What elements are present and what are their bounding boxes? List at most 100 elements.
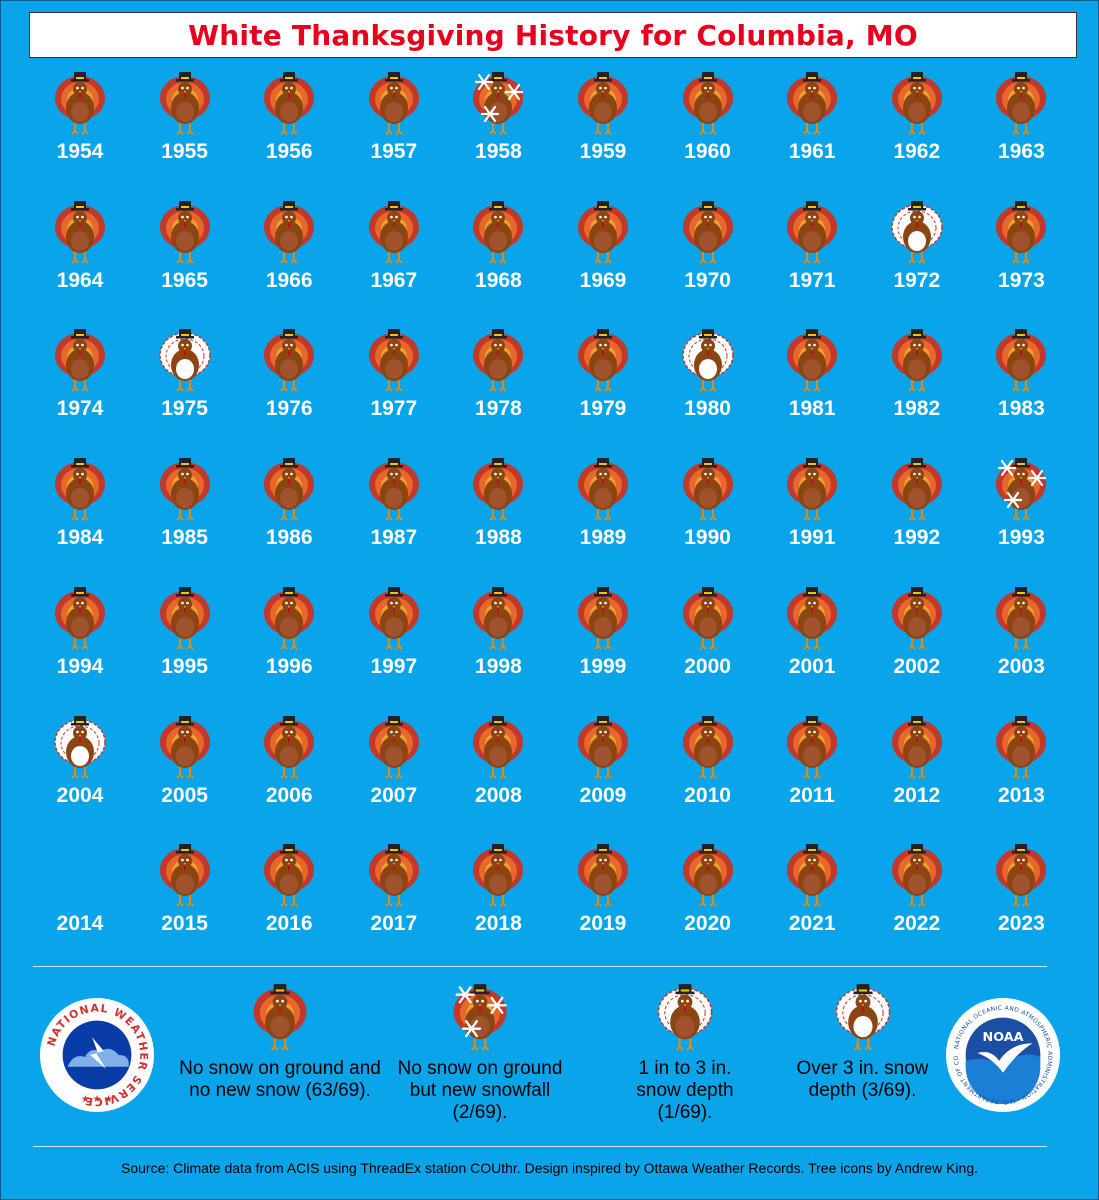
year-label: 2002 xyxy=(893,654,941,678)
year-cell-1975: 1975 xyxy=(133,327,237,447)
year-label: 1976 xyxy=(265,397,313,421)
year-label: 1956 xyxy=(265,140,313,163)
year-label: 2016 xyxy=(265,912,313,936)
year-label: 2011 xyxy=(789,783,835,807)
legend-turkey-icon xyxy=(615,982,755,1052)
year-label: 1993 xyxy=(998,526,1045,550)
year-cell-1956: 1956 xyxy=(237,70,341,190)
year-cell-2018: 2018 xyxy=(446,842,550,962)
year-label: 2001 xyxy=(788,654,836,678)
year-cell-1958: 1958 xyxy=(446,70,550,190)
year-label: 1996 xyxy=(265,654,313,678)
year-label: 1997 xyxy=(370,654,418,678)
year-cell-1964: 1964 xyxy=(28,199,132,319)
year-label: 2006 xyxy=(265,783,313,807)
legend-turkey-icon xyxy=(795,982,930,1052)
year-label: 2022 xyxy=(893,912,941,936)
year-label: 1957 xyxy=(370,140,418,163)
year-cell-1966: 1966 xyxy=(237,199,341,319)
year-cell-2014: 2014 xyxy=(28,842,132,962)
year-label: 1968 xyxy=(475,268,522,292)
source-note: Source: Climate data from ACIS using Thr… xyxy=(121,1160,978,1176)
year-cell-1962: 1962 xyxy=(865,70,969,190)
year-cell-2011: 2011 xyxy=(760,714,864,834)
legend-item-deep: Over 3 in. snow depth (3/69). xyxy=(795,982,930,1102)
noaa-logo: NOAA NATIONAL OCEANIC AND ATMOSPHERIC AD… xyxy=(944,996,1061,1113)
year-cell-1959: 1959 xyxy=(551,70,655,190)
year-label: 1965 xyxy=(161,268,208,292)
year-cell-1988: 1988 xyxy=(446,456,550,576)
year-label: 2012 xyxy=(893,783,941,807)
year-label: 2015 xyxy=(161,912,208,936)
year-label: 1992 xyxy=(893,526,941,550)
year-label: 2009 xyxy=(579,783,627,807)
year-label: 1963 xyxy=(998,140,1045,163)
year-cell-1991: 1991 xyxy=(760,456,864,576)
year-cell-2001: 2001 xyxy=(760,585,864,705)
year-label: 2017 xyxy=(370,912,418,936)
year-cell-1963: 1963 xyxy=(969,70,1073,190)
legend-item-flakes: No snow on ground but new snowfall (2/69… xyxy=(390,982,570,1124)
year-cell-1978: 1978 xyxy=(446,327,550,447)
year-cell-2022: 2022 xyxy=(865,842,969,962)
year-label: 2021 xyxy=(788,912,836,936)
year-label: 1999 xyxy=(579,654,627,678)
year-cell-1994: 1994 xyxy=(28,585,132,705)
year-label: 1994 xyxy=(56,654,104,678)
year-label: 1971 xyxy=(788,268,836,292)
year-cell-1977: 1977 xyxy=(342,327,446,447)
year-label: 1995 xyxy=(161,654,208,678)
year-label: 2000 xyxy=(684,654,731,678)
year-cell-1984: 1984 xyxy=(28,456,132,576)
year-label: 1982 xyxy=(893,397,941,421)
year-cell-1969: 1969 xyxy=(551,199,655,319)
year-label: 1955 xyxy=(161,140,208,163)
year-cell-1981: 1981 xyxy=(760,327,864,447)
year-cell-2006: 2006 xyxy=(237,714,341,834)
year-label: 1975 xyxy=(161,397,208,421)
year-label: 1972 xyxy=(893,268,941,292)
year-cell-2016: 2016 xyxy=(237,842,341,962)
legend-text: Over 3 in. snow depth (3/69). xyxy=(796,1058,929,1101)
year-label: 2020 xyxy=(684,912,731,936)
year-cell-1965: 1965 xyxy=(133,199,237,319)
year-cell-1997: 1997 xyxy=(342,585,446,705)
year-label: 1970 xyxy=(684,268,731,292)
year-cell-1968: 1968 xyxy=(446,199,550,319)
legend-turkey-icon xyxy=(390,982,570,1052)
year-cell-2017: 2017 xyxy=(342,842,446,962)
year-label: 1967 xyxy=(370,268,418,292)
year-label: 2007 xyxy=(370,783,418,807)
year-label: 1973 xyxy=(998,268,1045,292)
year-cell-2019: 2019 xyxy=(551,842,655,962)
year-cell-2020: 2020 xyxy=(656,842,760,962)
legend-text: No snow on ground and no new snow (63/69… xyxy=(179,1058,381,1101)
year-label: 2005 xyxy=(161,783,208,807)
year-label: 1978 xyxy=(475,397,522,421)
year-label: 2008 xyxy=(475,783,522,807)
year-cell-2003: 2003 xyxy=(969,585,1073,705)
year-cell-2008: 2008 xyxy=(446,714,550,834)
year-cell-2015: 2015 xyxy=(133,842,237,962)
divider-bottom xyxy=(33,1146,1047,1147)
year-cell-1985: 1985 xyxy=(133,456,237,576)
year-cell-1987: 1987 xyxy=(342,456,446,576)
year-label: 1989 xyxy=(579,526,627,550)
year-cell-2021: 2021 xyxy=(760,842,864,962)
title-box: White Thanksgiving History for Columbia,… xyxy=(29,12,1077,58)
page-title: White Thanksgiving History for Columbia,… xyxy=(188,18,918,52)
year-cell-1982: 1982 xyxy=(865,327,969,447)
year-label: 2004 xyxy=(56,783,104,807)
legend-item-none: No snow on ground and no new snow (63/69… xyxy=(175,982,385,1102)
year-cell-2004: 2004 xyxy=(28,714,132,834)
nws-logo: NATIONAL WEATHER SERVICE ★ ★ ★ xyxy=(39,997,155,1113)
svg-text:NOAA: NOAA xyxy=(983,1030,1024,1045)
divider-top xyxy=(33,966,1047,967)
year-cell-1992: 1992 xyxy=(865,456,969,576)
svg-text:★ ★ ★: ★ ★ ★ xyxy=(81,1094,113,1105)
year-label: 1962 xyxy=(893,140,941,163)
year-cell-1960: 1960 xyxy=(656,70,760,190)
year-cell-1972: 1972 xyxy=(865,199,969,319)
year-cell-1979: 1979 xyxy=(551,327,655,447)
year-label: 2014 xyxy=(56,912,104,936)
